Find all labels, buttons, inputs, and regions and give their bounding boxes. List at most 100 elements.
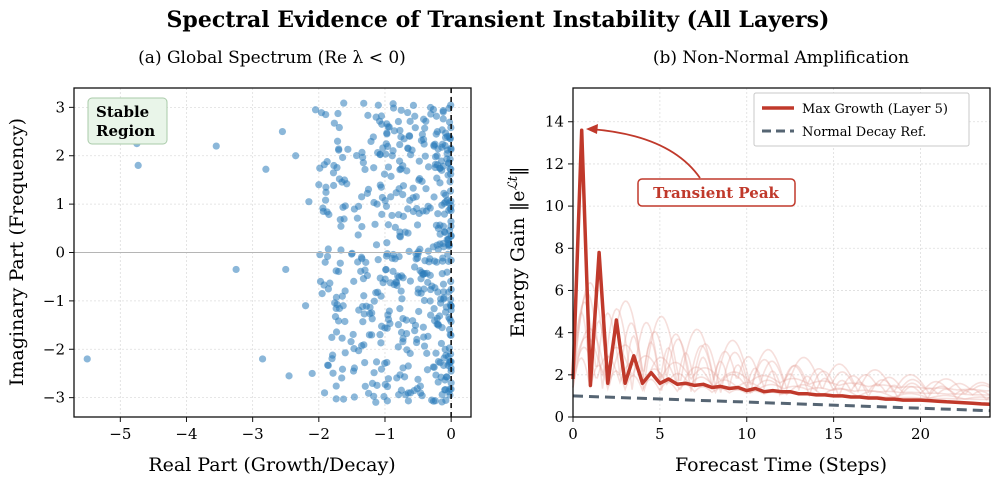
eigenvalue-point (413, 384, 421, 393)
eigenvalue-point (383, 324, 391, 332)
eigenvalue-point (422, 207, 431, 215)
eigenvalue-point (441, 345, 449, 353)
eigenvalue-point (305, 198, 313, 206)
eigenvalue-point (414, 375, 422, 383)
eigenvalue-point (383, 239, 391, 247)
eigenvalue-point (406, 277, 414, 285)
panel-b-ytick-label: 12 (545, 155, 564, 173)
panel-b-xlabel: Forecast Time (Steps) (675, 454, 887, 476)
panel-a-ytick-label: 2 (55, 147, 65, 165)
stable-region-box: Stable Region (87, 97, 168, 145)
eigenvalue-point (391, 223, 399, 231)
eigenvalue-point (334, 267, 343, 276)
eigenvalue-point (353, 214, 362, 222)
eigenvalue-point (372, 358, 381, 366)
panel-b-ytick-label: 10 (545, 197, 564, 215)
eigenvalue-point (384, 375, 393, 383)
eigenvalue-point (434, 321, 443, 329)
eigenvalue-point (443, 150, 451, 158)
eigenvalue-point (446, 155, 454, 163)
panel-b-background-series (572, 281, 991, 401)
legend: Max Growth (Layer 5) Normal Decay Ref. (753, 92, 970, 147)
eigenvalue-point (329, 369, 337, 377)
eigenvalue-point (414, 285, 422, 293)
eigenvalue-point (322, 110, 330, 119)
panel-b-title: (b) Non-Normal Amplification (653, 48, 909, 68)
eigenvalue-point (425, 258, 433, 266)
eigenvalue-point (434, 357, 443, 366)
eigenvalue-point (392, 279, 401, 287)
eigenvalue-point (406, 117, 414, 125)
eigenvalue-point (383, 382, 392, 391)
background-layer-curve (572, 335, 991, 392)
eigenvalue-point (347, 338, 355, 346)
eigenvalue-point (258, 355, 267, 363)
eigenvalue-point (364, 111, 372, 119)
eigenvalue-point (292, 152, 300, 160)
eigenvalue-point (397, 133, 405, 141)
eigenvalue-point (370, 297, 378, 305)
eigenvalue-point (368, 315, 376, 323)
eigenvalue-point (308, 369, 316, 378)
eigenvalue-point (341, 349, 349, 357)
eigenvalue-point (390, 127, 398, 135)
eigenvalue-point (387, 193, 395, 201)
panel-b-ytick-label: 4 (554, 324, 564, 342)
panel-a-xtick-label: −4 (175, 425, 197, 443)
eigenvalue-point (437, 157, 446, 165)
eigenvalue-point (404, 205, 412, 213)
eigenvalue-point (376, 331, 384, 339)
eigenvalue-point (338, 292, 346, 300)
eigenvalue-point (426, 271, 434, 279)
eigenvalue-point (409, 317, 417, 325)
eigenvalue-point (406, 196, 414, 204)
eigenvalue-point (412, 338, 421, 347)
eigenvalue-point (405, 132, 413, 140)
eigenvalue-point (441, 141, 449, 150)
eigenvalue-point (396, 140, 404, 149)
background-layer-curve (572, 281, 991, 396)
eigenvalue-point (394, 117, 403, 126)
panel-a-xtick-label: −1 (374, 425, 396, 443)
legend-entry-max-growth: Max Growth (Layer 5) (802, 102, 948, 117)
eigenvalue-point (337, 246, 345, 254)
panel-b-ytick-label: 8 (554, 239, 564, 257)
panel-b-series (571, 128, 991, 413)
eigenvalue-point (372, 398, 380, 406)
eigenvalue-point (383, 358, 391, 367)
eigenvalue-point (339, 302, 347, 310)
eigenvalue-point (359, 318, 367, 326)
eigenvalue-point (406, 389, 415, 397)
eigenvalue-point (446, 205, 454, 213)
eigenvalue-point (316, 164, 324, 172)
eigenvalue-point (446, 134, 454, 142)
eigenvalue-point (394, 321, 403, 329)
eigenvalue-point (429, 363, 437, 371)
eigenvalue-point (322, 188, 330, 196)
eigenvalue-point (432, 112, 441, 120)
panel-b-frame (572, 87, 991, 418)
eigenvalue-point (320, 281, 328, 289)
eigenvalue-point (400, 373, 409, 381)
eigenvalue-point (341, 287, 349, 295)
eigenvalue-point (424, 332, 432, 340)
eigenvalue-point (430, 142, 438, 150)
eigenvalue-point (83, 355, 91, 363)
eigenvalue-point (403, 167, 411, 175)
eigenvalue-point (396, 232, 404, 240)
panel-b: (b) Non-Normal Amplification 0 5 10 15 20 0 2 4… (506, 48, 991, 476)
eigenvalue-point (360, 310, 368, 318)
eigenvalue-point (439, 295, 448, 303)
eigenvalue-point (441, 376, 449, 384)
eigenvalue-point (338, 374, 346, 382)
eigenvalue-point (415, 157, 423, 165)
eigenvalue-point (436, 230, 444, 238)
eigenvalue-point (422, 185, 430, 193)
panel-b-ticks: 0 5 10 15 20 0 2 4 6 8 10 12 14 (545, 113, 930, 443)
eigenvalue-point (323, 252, 332, 261)
eigenvalue-point (439, 254, 447, 262)
eigenvalue-point (444, 235, 453, 243)
eigenvalue-point (446, 178, 454, 186)
eigenvalue-point (403, 346, 411, 354)
